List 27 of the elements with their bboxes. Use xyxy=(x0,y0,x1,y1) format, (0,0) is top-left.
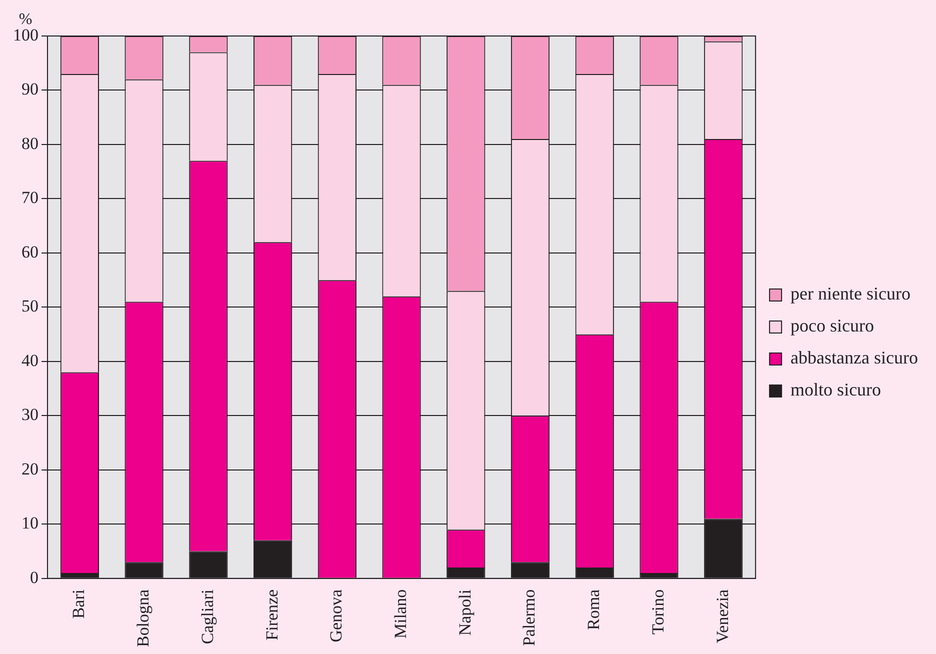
x-tick-label: Firenze xyxy=(262,589,282,640)
y-tick-label: 0 xyxy=(30,568,38,587)
y-tick-label: 60 xyxy=(22,242,38,262)
y-tick-label: 40 xyxy=(22,350,38,370)
y-axis-title: % xyxy=(18,11,32,28)
x-tick-label: Genova xyxy=(326,588,346,642)
legend-label: per niente sicuro xyxy=(790,284,911,304)
y-tick-label: 50 xyxy=(22,296,38,316)
y-tick-label: 80 xyxy=(22,134,38,153)
legend-label: abbastanza sicuro xyxy=(790,348,918,368)
x-tick-label: Bologna xyxy=(134,588,153,647)
y-tick-label: 20 xyxy=(22,459,38,478)
x-tick-label: Napoli xyxy=(455,589,474,636)
x-tick-label: Milano xyxy=(391,589,410,638)
y-tick-label: 30 xyxy=(22,405,38,424)
x-tick-label: Venezia xyxy=(712,588,732,644)
y-tick-label: 90 xyxy=(22,80,38,99)
y-tick-label: 70 xyxy=(22,188,38,208)
legend-label: poco sicuro xyxy=(790,316,874,336)
x-tick-label: Bari xyxy=(69,589,88,619)
y-tick-label: 100 xyxy=(13,25,38,44)
x-tick-label: Roma xyxy=(584,588,604,630)
y-tick-label: 10 xyxy=(22,514,38,533)
x-tick-label: Torino xyxy=(648,589,668,634)
x-tick-label: Palermo xyxy=(520,589,539,646)
x-tick-label: Cagliari xyxy=(198,589,217,644)
legend-label: molto sicuro xyxy=(790,380,882,400)
